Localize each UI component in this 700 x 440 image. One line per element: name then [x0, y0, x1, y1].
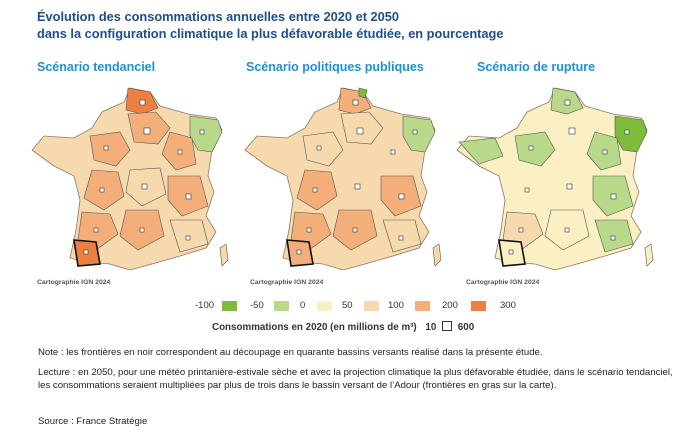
legend-label-0: 0: [300, 300, 306, 311]
legend-label-300: 300: [500, 300, 516, 311]
legend-swatch-6: [471, 301, 486, 311]
france-map-rupture: [456, 87, 654, 271]
legend-label-50: 50: [342, 300, 353, 311]
map-title-tendanciel: Scénario tendanciel: [37, 60, 156, 74]
legend-swatch-1: [222, 301, 237, 311]
legend-swatch-4: [364, 301, 379, 311]
map-tendanciel: [30, 80, 240, 271]
color-legend: -100 -50 0 50 100 200 300: [170, 298, 590, 314]
legend-swatch-3: [317, 301, 332, 311]
map-politiques-publiques: [243, 80, 453, 271]
map-rupture: [455, 80, 665, 271]
size-legend-min: 10: [425, 322, 437, 333]
title-line-2: dans la configuration climatique la plus…: [37, 26, 504, 41]
map-title-politiques-publiques: Scénario politiques publiques: [246, 60, 424, 74]
france-map-politiques-publiques: [244, 87, 442, 271]
legend-label-minus-100: -100: [195, 300, 215, 311]
map-title-rupture: Scénario de rupture: [477, 60, 596, 74]
size-legend-square-icon: [442, 321, 453, 331]
source-text: Source : France Stratégie: [38, 416, 148, 427]
map-credit-3: Cartographie IGN 2024: [466, 279, 540, 286]
lecture-text: Lecture : en 2050, pour une météo printa…: [38, 367, 673, 391]
legend-swatch-2: [274, 301, 289, 311]
legend-label-100: 100: [388, 300, 404, 311]
france-map-tendanciel: [31, 87, 229, 271]
chart-title: Évolution des consommations annuelles en…: [37, 8, 677, 42]
title-line-1: Évolution des consommations annuelles en…: [37, 9, 399, 24]
legend-label-minus-50: -50: [250, 300, 264, 311]
size-legend-label: Consommations en 2020 (en millions de m³…: [212, 322, 417, 333]
size-legend: Consommations en 2020 (en millions de m³…: [212, 321, 474, 333]
note-text: Note : les frontières en noir correspond…: [38, 347, 543, 358]
map-credit-2: Cartographie IGN 2024: [250, 279, 324, 286]
legend-swatch-5: [415, 301, 430, 311]
size-legend-max: 600: [457, 322, 475, 333]
map-credit-1: Cartographie IGN 2024: [37, 279, 111, 286]
legend-label-200: 200: [442, 300, 458, 311]
